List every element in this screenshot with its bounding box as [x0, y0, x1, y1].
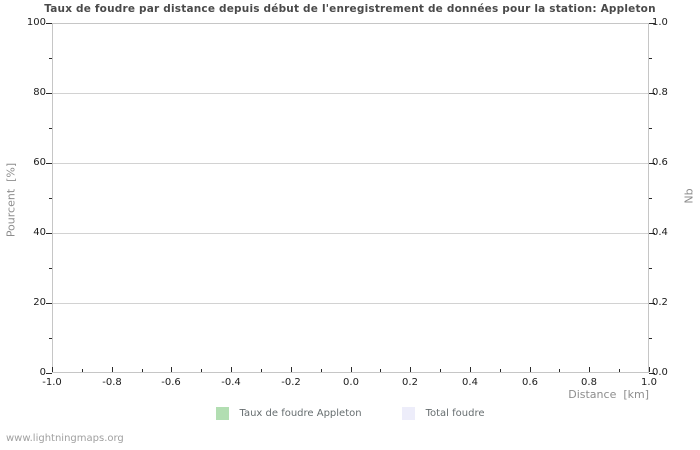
x-major-tick — [52, 367, 53, 372]
y-left-tick-label: 0 — [39, 367, 46, 378]
x-tick-label: -0.4 — [221, 377, 241, 388]
y-left-major-tick — [46, 93, 52, 94]
y-left-tick-label: 100 — [26, 17, 46, 28]
y-left-tick-label: 40 — [33, 227, 46, 238]
x-minor-tick — [82, 369, 83, 372]
y-right-tick-label: 0.2 — [652, 297, 668, 308]
x-tick-label: 1.0 — [641, 377, 657, 388]
x-major-tick — [291, 367, 292, 372]
x-major-tick — [231, 367, 232, 372]
x-minor-tick — [201, 369, 202, 372]
y-left-minor-tick — [49, 198, 52, 199]
y-right-major-tick — [649, 233, 655, 234]
y-right-major-tick — [649, 303, 655, 304]
watermark-link[interactable]: www.lightningmaps.org — [6, 433, 124, 444]
y-right-minor-tick — [649, 128, 652, 129]
y-left-major-tick — [46, 163, 52, 164]
x-major-tick — [410, 367, 411, 372]
y-right-tick-label: 0.0 — [652, 367, 668, 378]
y-left-tick-label: 60 — [33, 157, 46, 168]
y-right-major-tick — [649, 93, 655, 94]
y-left-major-tick — [46, 303, 52, 304]
gridline — [53, 233, 648, 234]
y-left-minor-tick — [49, 58, 52, 59]
y-left-major-tick — [46, 233, 52, 234]
x-minor-tick — [559, 369, 560, 372]
x-major-tick — [470, 367, 471, 372]
x-tick-label: 0.0 — [343, 377, 359, 388]
x-tick-label: 0.4 — [462, 377, 478, 388]
x-minor-tick — [321, 369, 322, 372]
gridline — [53, 163, 648, 164]
y-right-tick-label: 0.4 — [652, 227, 668, 238]
y-right-major-tick — [649, 163, 655, 164]
y-left-major-tick — [46, 373, 52, 374]
legend-label-total: Total foudre — [425, 408, 485, 419]
y-left-minor-tick — [49, 268, 52, 269]
y-right-minor-tick — [649, 198, 652, 199]
y-right-major-tick — [649, 373, 655, 374]
y-left-minor-tick — [49, 128, 52, 129]
y-right-minor-tick — [649, 338, 652, 339]
x-minor-tick — [142, 369, 143, 372]
legend: Taux de foudre Appleton Total foudre — [0, 407, 700, 420]
x-tick-label: 0.6 — [522, 377, 538, 388]
x-tick-label: 0.2 — [402, 377, 418, 388]
legend-swatch-taux — [215, 407, 229, 420]
x-tick-label: -0.8 — [102, 377, 122, 388]
legend-item-taux: Taux de foudre Appleton — [215, 407, 362, 420]
x-minor-tick — [440, 369, 441, 372]
x-major-tick — [530, 367, 531, 372]
y-left-tick-label: 80 — [33, 87, 46, 98]
gridline — [53, 93, 648, 94]
y-left-major-tick — [46, 23, 52, 24]
x-minor-tick — [500, 369, 501, 372]
plot-area — [52, 23, 649, 373]
x-major-tick — [112, 367, 113, 372]
x-minor-tick — [380, 369, 381, 372]
x-major-tick — [171, 367, 172, 372]
y-right-minor-tick — [649, 58, 652, 59]
legend-swatch-total — [401, 407, 415, 420]
x-minor-tick — [261, 369, 262, 372]
legend-item-total: Total foudre — [401, 407, 485, 420]
y-left-minor-tick — [49, 338, 52, 339]
x-tick-label: 0.8 — [581, 377, 597, 388]
y-left-tick-label: 20 — [33, 297, 46, 308]
y-axis-label-right: Nb — [682, 188, 696, 204]
x-tick-label: -1.0 — [42, 377, 62, 388]
x-tick-label: -0.6 — [161, 377, 181, 388]
y-right-tick-label: 0.6 — [652, 157, 668, 168]
chart-title: Taux de foudre par distance depuis début… — [44, 3, 656, 15]
y-right-major-tick — [649, 23, 655, 24]
gridline — [53, 303, 648, 304]
y-right-tick-label: 1.0 — [652, 17, 668, 28]
x-minor-tick — [619, 369, 620, 372]
y-right-tick-label: 0.8 — [652, 87, 668, 98]
x-major-tick — [351, 367, 352, 372]
x-major-tick — [649, 367, 650, 372]
x-tick-label: -0.2 — [281, 377, 301, 388]
y-right-minor-tick — [649, 268, 652, 269]
legend-label-taux: Taux de foudre Appleton — [239, 408, 362, 419]
x-axis-label: Distance [km] — [568, 388, 649, 401]
x-major-tick — [589, 367, 590, 372]
